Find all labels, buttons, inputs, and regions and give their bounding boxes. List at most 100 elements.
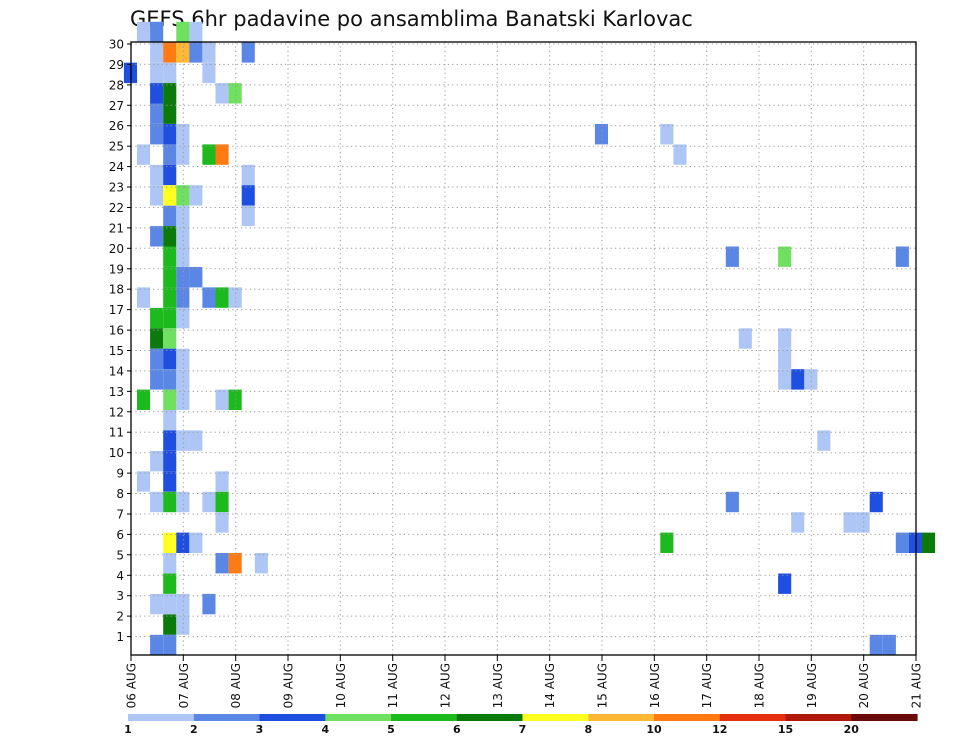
x-tick-label: 08 AUG — [229, 663, 243, 708]
heatmap-cell — [163, 369, 177, 390]
y-tick-label: 27 — [109, 99, 124, 113]
heatmap-cell — [922, 532, 936, 553]
x-tick-label: 17 AUG — [700, 663, 714, 708]
color-scale-swatch — [325, 714, 392, 721]
color-scale-label: 6 — [453, 723, 461, 736]
y-tick-label: 22 — [109, 201, 124, 215]
heatmap-cell — [163, 328, 177, 349]
heatmap-cell — [163, 450, 177, 472]
heatmap-cell — [150, 369, 164, 390]
y-tick-label: 3 — [116, 589, 124, 603]
color-scale-label: 4 — [321, 723, 329, 736]
y-tick-label: 15 — [109, 344, 124, 358]
heatmap-cell — [163, 246, 177, 267]
heatmap-cell — [189, 42, 203, 63]
heatmap-cell — [176, 205, 190, 227]
heatmap-cell — [163, 430, 177, 451]
heatmap-cell — [176, 267, 190, 288]
heatmap-cell — [791, 512, 805, 533]
color-scale-legend: 1 2 3 4 5 6 7 8 10 12 15 20 — [124, 714, 918, 736]
color-scale-swatch — [391, 714, 458, 721]
heatmap-cell — [895, 532, 909, 553]
x-tick-label: 14 AUG — [543, 663, 557, 708]
y-tick-label: 8 — [116, 487, 124, 501]
heatmap-cell — [215, 83, 229, 104]
y-tick-label: 10 — [109, 446, 124, 460]
heatmap-cell — [176, 307, 190, 329]
heatmap-cell — [215, 389, 229, 410]
heatmap-cell — [660, 124, 674, 145]
heatmap-cell — [817, 430, 831, 451]
heatmap-cell — [202, 593, 216, 615]
heatmap-cell — [163, 389, 177, 410]
heatmap-cell — [163, 410, 177, 431]
x-tick-label: 19 AUG — [805, 663, 819, 708]
y-tick-label: 1 — [116, 630, 124, 644]
x-tick-label: 11 AUG — [386, 663, 400, 708]
heatmap-cell — [215, 471, 229, 492]
heatmap-cell — [791, 369, 805, 390]
y-tick-label: 9 — [116, 467, 124, 481]
x-tick-label: 13 AUG — [491, 663, 505, 708]
y-tick-label: 24 — [109, 160, 124, 174]
heatmap-cell — [228, 389, 242, 410]
x-tick-label: 10 AUG — [334, 663, 348, 708]
heatmap-cell — [189, 21, 203, 43]
x-tick-label: 15 AUG — [596, 663, 610, 708]
y-tick-label: 30 — [109, 38, 124, 52]
heatmap-cell — [189, 532, 203, 553]
y-tick-label: 14 — [109, 364, 124, 378]
heatmap-cell — [254, 553, 268, 574]
color-scale-label: 7 — [519, 723, 527, 736]
color-scale-label: 8 — [584, 723, 592, 736]
heatmap-cell — [137, 144, 151, 165]
heatmap-cell — [778, 328, 792, 349]
x-tick-label: 20 AUG — [857, 663, 871, 708]
heatmap-cell — [176, 246, 190, 267]
y-tick-label: 11 — [109, 426, 124, 440]
heatmap-cell — [202, 491, 216, 513]
color-scale-swatch — [522, 714, 589, 721]
x-tick-label: 21 AUG — [910, 663, 924, 708]
heatmap-cell — [163, 553, 177, 574]
heatmap-cell — [163, 614, 177, 635]
heatmap-cell — [895, 246, 909, 267]
color-scale-swatch — [259, 714, 326, 721]
color-scale-swatch — [654, 714, 721, 721]
y-tick-label: 19 — [109, 262, 124, 276]
heatmap-cell — [202, 42, 216, 63]
heatmap-cell — [163, 144, 177, 165]
heatmap-cell — [163, 471, 177, 492]
heatmap-cell — [163, 532, 177, 553]
heatmap-cell — [202, 287, 216, 308]
heatmap-cell — [150, 348, 164, 370]
y-tick-label: 12 — [109, 405, 124, 419]
y-tick-label: 23 — [109, 181, 124, 195]
y-tick-label: 21 — [109, 221, 124, 235]
plot-area-frame — [130, 41, 917, 656]
heatmap-cell — [215, 491, 229, 513]
heatmap-cell — [778, 246, 792, 267]
heatmap-cell — [804, 369, 818, 390]
heatmap-cell — [163, 42, 177, 63]
heatmap-cell — [137, 471, 151, 492]
y-tick-label: 17 — [109, 303, 124, 317]
color-scale-label: 20 — [844, 723, 860, 736]
y-tick-label: 7 — [116, 508, 124, 522]
x-axis: 06 AUG 07 AUG 08 AUG 09 AUG 10 AUG 11 AUG 12 A… — [125, 655, 924, 708]
heatmap-cell — [163, 103, 177, 124]
heatmap-cell — [189, 267, 203, 288]
heatmap-cell — [725, 246, 739, 267]
heatmap-cell — [150, 185, 164, 206]
y-tick-label: 5 — [116, 548, 124, 562]
heatmap-cell — [163, 593, 177, 615]
heatmap-cell — [150, 164, 164, 186]
color-scale-swatch — [785, 714, 852, 721]
heatmap-cell — [150, 593, 164, 615]
x-tick-label: 06 AUG — [125, 663, 139, 708]
color-scale-label: 12 — [712, 723, 727, 736]
heatmap-cell — [150, 42, 164, 63]
heatmap-cell — [738, 328, 752, 349]
heatmap-cell — [150, 307, 164, 329]
